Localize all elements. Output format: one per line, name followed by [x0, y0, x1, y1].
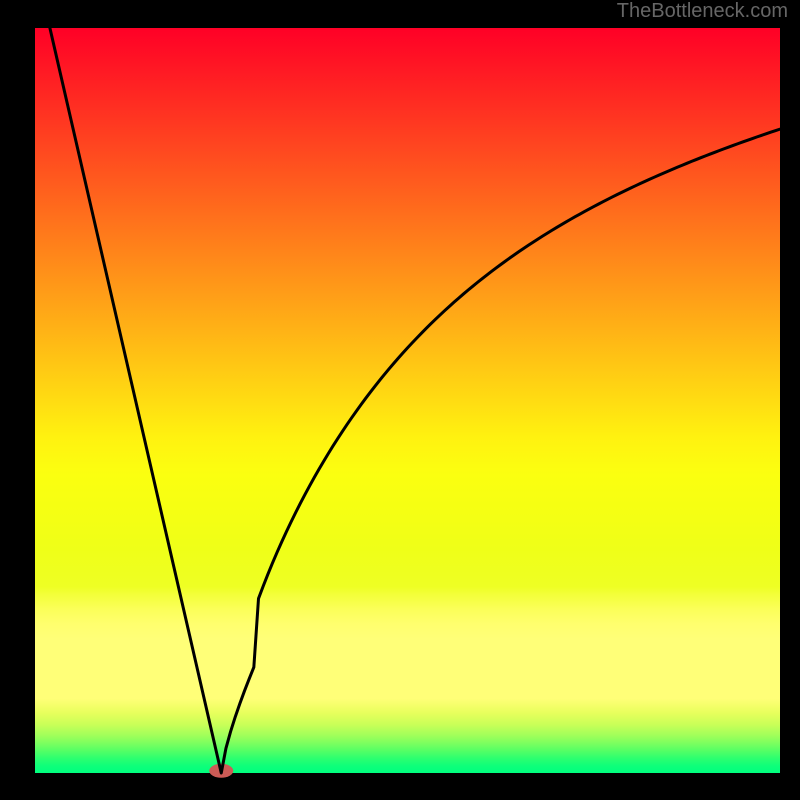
chart-svg: [0, 0, 800, 800]
chart-stage: TheBottleneck.com: [0, 0, 800, 800]
watermark-text: TheBottleneck.com: [617, 0, 788, 23]
plot-background: [35, 28, 780, 773]
